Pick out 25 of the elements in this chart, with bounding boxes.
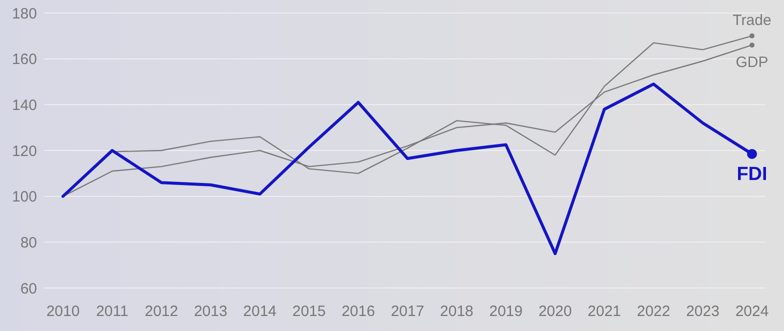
x-tick-label: 2011	[96, 303, 128, 320]
y-tick-label: 60	[20, 280, 37, 298]
x-tick-label: 2021	[588, 303, 622, 320]
x-tick-label: 2015	[292, 303, 326, 320]
series-label: FDI	[736, 164, 768, 185]
y-tick-label: 160	[12, 51, 37, 68]
x-tick-label: 2020	[538, 303, 572, 320]
x-tick-label: 2013	[194, 303, 228, 320]
y-tick-label: 120	[12, 142, 37, 160]
series-label: GDP	[736, 54, 768, 72]
x-tick-label: 2018	[440, 303, 474, 320]
y-tick-label: 140	[12, 96, 37, 114]
series-label: Trade	[732, 12, 772, 29]
x-tick-label: 2023	[686, 303, 720, 320]
x-tick-label: 2010	[46, 303, 80, 320]
y-tick-label: 100	[12, 188, 37, 206]
x-tick-label: 2019	[489, 303, 523, 320]
y-tick-label: 80	[20, 234, 37, 252]
y-tick-label: 180	[12, 5, 37, 22]
x-tick-label: 2022	[636, 303, 670, 320]
x-tick-label: 2024	[735, 303, 769, 320]
x-tick-label: 2012	[144, 303, 178, 320]
x-tick-label: 2017	[390, 303, 424, 320]
x-tick-label: 2014	[243, 303, 277, 320]
x-tick-label: 2016	[342, 303, 375, 320]
